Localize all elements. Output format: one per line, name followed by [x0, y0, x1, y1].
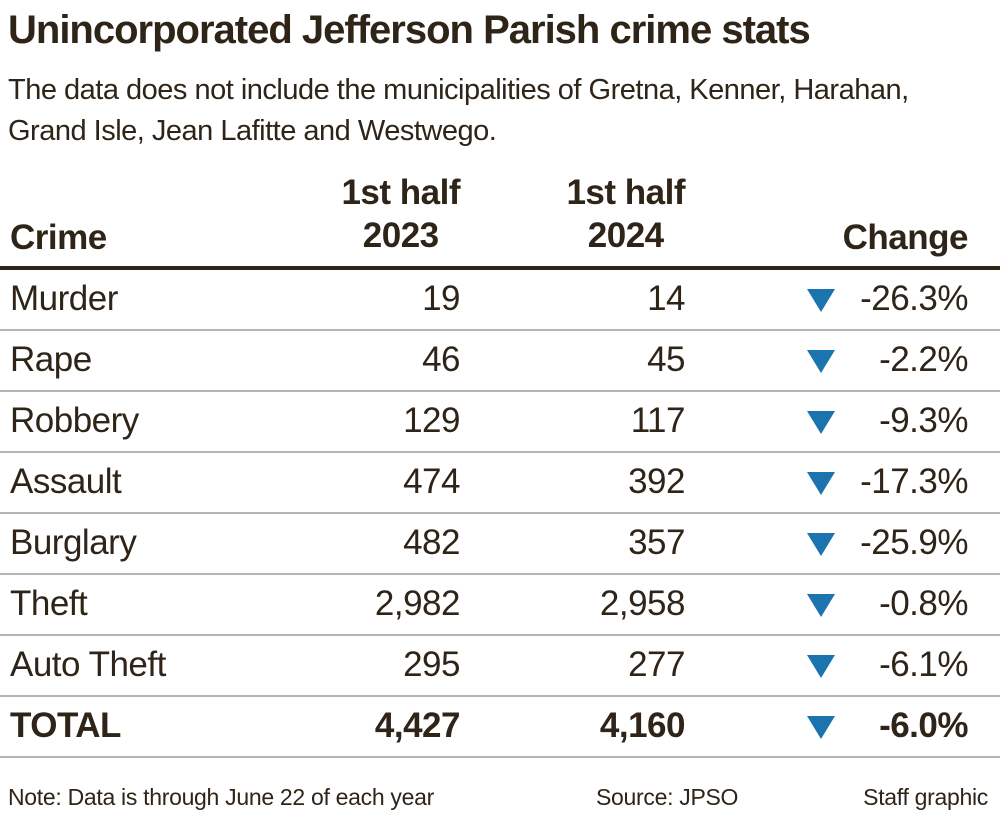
- value-2023: 46: [422, 340, 460, 380]
- table-header-row: Crime 1st half 2023 1st half 2024 Change: [0, 172, 1000, 270]
- value-2023: 2,982: [374, 584, 461, 624]
- down-triangle-icon: [807, 411, 835, 435]
- change-cell: -9.3%: [685, 401, 1000, 441]
- change-cell: -0.8%: [685, 584, 1000, 624]
- change-cell: -26.3%: [685, 279, 1000, 319]
- change-value: -6.0%: [879, 706, 968, 746]
- footnote: Note: Data is through June 22 of each ye…: [8, 783, 434, 810]
- value-2023: 474: [403, 462, 460, 502]
- crime-name: Robbery: [10, 401, 139, 441]
- footer: Note: Data is through June 22 of each ye…: [0, 784, 1000, 811]
- change-value: -17.3%: [860, 462, 968, 502]
- value-2024: 392: [628, 462, 685, 502]
- header-2024-line2: 2024: [587, 216, 664, 256]
- header-2023-line1: 1st half: [341, 173, 460, 213]
- page-title: Unincorporated Jefferson Parish crime st…: [8, 8, 811, 52]
- down-triangle-icon: [807, 716, 835, 740]
- crime-name: Murder: [10, 279, 118, 319]
- header-2023-line2: 2023: [362, 216, 439, 256]
- down-triangle-icon: [807, 533, 835, 557]
- change-value: -25.9%: [860, 523, 968, 563]
- value-2023: 482: [403, 523, 460, 563]
- value-2024: 277: [628, 645, 685, 685]
- table-row-assault: Assault 474 392 -17.3%: [0, 453, 1000, 514]
- change-cell: -6.0%: [685, 706, 1000, 746]
- value-2024: 2,958: [599, 584, 686, 624]
- crime-name: Rape: [10, 340, 92, 380]
- value-2024: 4,160: [599, 706, 686, 746]
- down-triangle-icon: [807, 655, 835, 679]
- staff-credit: Staff graphic: [863, 783, 988, 810]
- header-2024-line1: 1st half: [566, 173, 685, 213]
- value-2023: 19: [422, 279, 460, 319]
- change-value: -6.1%: [879, 645, 968, 685]
- table-row-theft: Theft 2,982 2,958 -0.8%: [0, 575, 1000, 636]
- value-2023: 129: [403, 401, 460, 441]
- value-2024: 357: [628, 523, 685, 563]
- change-value: -2.2%: [879, 340, 968, 380]
- down-triangle-icon: [807, 289, 835, 313]
- value-2024: 14: [647, 279, 685, 319]
- down-triangle-icon: [807, 472, 835, 496]
- change-value: -0.8%: [879, 584, 968, 624]
- table-row-auto-theft: Auto Theft 295 277 -6.1%: [0, 636, 1000, 697]
- column-header-change: Change: [842, 217, 969, 257]
- column-header-crime: Crime: [10, 217, 107, 257]
- table-row-murder: Murder 19 14 -26.3%: [0, 270, 1000, 331]
- table-row-burglary: Burglary 482 357 -25.9%: [0, 514, 1000, 575]
- crime-stats-table: Crime 1st half 2023 1st half 2024 Change M…: [0, 172, 1000, 758]
- crime-name: Assault: [10, 462, 122, 502]
- change-value: -26.3%: [860, 279, 968, 319]
- table-row-robbery: Robbery 129 117 -9.3%: [0, 392, 1000, 453]
- crime-name: Auto Theft: [10, 645, 166, 685]
- change-cell: -25.9%: [685, 523, 1000, 563]
- value-2023: 295: [403, 645, 460, 685]
- change-value: -9.3%: [879, 401, 968, 441]
- change-cell: -2.2%: [685, 340, 1000, 380]
- subtitle-text: The data does not include the municipali…: [8, 74, 909, 148]
- crime-name: Theft: [10, 584, 88, 624]
- crime-name: TOTAL: [10, 706, 121, 746]
- down-triangle-icon: [807, 350, 835, 374]
- source-credit: Source: JPSO: [596, 783, 739, 810]
- column-header-2024: 1st half 2024: [460, 172, 685, 257]
- value-2024: 117: [630, 401, 686, 441]
- down-triangle-icon: [807, 594, 835, 618]
- table-row-rape: Rape 46 45 -2.2%: [0, 331, 1000, 392]
- crime-name: Burglary: [10, 523, 137, 563]
- table-row-total: TOTAL 4,427 4,160 -6.0%: [0, 697, 1000, 758]
- change-cell: -6.1%: [685, 645, 1000, 685]
- change-cell: -17.3%: [685, 462, 1000, 502]
- column-header-2023: 1st half 2023: [290, 172, 460, 257]
- value-2023: 4,427: [374, 706, 461, 746]
- value-2024: 45: [647, 340, 685, 380]
